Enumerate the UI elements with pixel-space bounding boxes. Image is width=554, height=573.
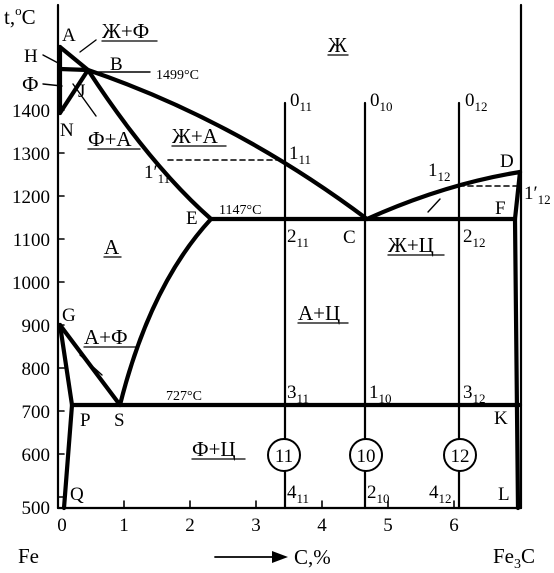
x-axis-left-label: Fe: [18, 544, 39, 568]
point-h: H: [24, 46, 38, 67]
y-tick-label: 700: [22, 402, 51, 423]
x-axis-right-label: Fe3C: [493, 544, 535, 572]
phase-liquid-ferrite: Ж+Ф: [102, 19, 149, 43]
leader-zf: [79, 39, 97, 53]
line-GP: [57, 322, 75, 408]
x-tick-marks: [123, 500, 455, 509]
liquidus-BC: [85, 67, 370, 222]
point-e: E: [186, 208, 198, 229]
alloy-point-0-11: 011: [290, 90, 312, 114]
leader-zc: [427, 198, 441, 213]
phase-ferrite: Ф: [22, 72, 39, 96]
point-s: S: [114, 410, 125, 431]
phase-liquid-austenite: Ж+А: [172, 124, 219, 148]
alloy-point-1-12: 112: [428, 160, 451, 184]
y-tick-label: 1300: [12, 144, 50, 165]
line-NJ: [57, 67, 91, 116]
phase-austenite: А: [104, 235, 120, 259]
point-g: G: [62, 305, 76, 326]
y-tick-label: 600: [22, 445, 51, 466]
alloy-marker-12: 12: [443, 438, 477, 472]
x-tick-label: 3: [251, 515, 261, 536]
line-PQ: [61, 402, 75, 511]
y-tick-label: 1200: [12, 187, 50, 208]
point-d: D: [500, 151, 514, 172]
phase-liquid: Ж: [328, 33, 347, 57]
point-n: N: [60, 120, 74, 141]
leader-h: [42, 54, 61, 65]
x-tick-label: 1: [119, 515, 129, 536]
point-a: A: [62, 25, 76, 46]
x-tick-label: 5: [383, 515, 393, 536]
temp-727: 727°C: [166, 389, 202, 404]
point-b: B: [110, 54, 123, 75]
alloy-point-2-10: 210: [367, 482, 390, 506]
x-tick-label: 2: [185, 515, 195, 536]
solidus-JE: [85, 67, 214, 222]
y-tick-label: 800: [22, 359, 51, 380]
line-FD: [512, 169, 523, 222]
x-tick-label: 4: [317, 515, 327, 536]
peritectic-HB: [57, 66, 91, 73]
phase-austenite-ferrite: А+Ф: [84, 325, 128, 349]
alloy-point-3-12: 312: [463, 382, 486, 406]
point-k: K: [494, 408, 508, 429]
alloy-point-0-10: 010: [370, 90, 393, 114]
leader-f: [42, 83, 63, 87]
svg-text:12: 12: [451, 446, 470, 467]
leader-af: [79, 354, 103, 376]
point-f: F: [495, 198, 506, 219]
x-axis-arrow: [214, 551, 288, 563]
liquidus-CD: [364, 169, 523, 222]
x-tick-label: 6: [449, 515, 459, 536]
x-tick-label: 0: [57, 515, 67, 536]
alloy-point-1-11: 111: [289, 143, 311, 167]
svg-text:10: 10: [357, 446, 376, 467]
point-q: Q: [70, 484, 84, 505]
point-j: J: [78, 81, 85, 102]
point-p: P: [80, 410, 91, 431]
y-tick-label: 1100: [13, 230, 50, 251]
liquidus-AB: [57, 44, 91, 73]
phase-liquid-cementite: Ж+Ц: [388, 233, 434, 257]
point-l: L: [498, 484, 510, 505]
y-axis-title: t,oC: [4, 3, 36, 29]
y-tick-label: 500: [22, 498, 51, 519]
alloy-marker-11: 11: [267, 438, 301, 472]
alloy-point-1-10: 110: [369, 382, 392, 406]
alloy-point-4-11: 411: [287, 482, 309, 506]
phase-ferrite-austenite-top: Ф+А: [88, 127, 132, 151]
line-ES: [117, 216, 214, 408]
y-tick-label: 1400: [12, 101, 50, 122]
temp-1147: 1147°C: [219, 203, 261, 218]
leader-fa: [72, 83, 97, 117]
alloy-point-3-11: 311: [287, 382, 309, 406]
temp-1499: 1499°C: [156, 68, 199, 83]
y-tick-label: 900: [22, 316, 51, 337]
line-FL: [512, 216, 521, 511]
alloy-point-0-12: 012: [465, 90, 488, 114]
phase-austenite-cementite: А+Ц: [298, 301, 340, 325]
alloy-marker-10: 10: [349, 438, 383, 472]
svg-text:11: 11: [275, 446, 293, 467]
alloy-point-4-12: 412: [429, 482, 452, 506]
alloy-point-1prime-12: 1′12: [524, 183, 551, 207]
alloy-point-2-12: 212: [463, 226, 486, 250]
point-c: C: [343, 227, 356, 248]
x-axis-title: C,%: [294, 545, 331, 569]
y-tick-label: 1000: [12, 273, 50, 294]
phase-ferrite-cementite: Ф+Ц: [192, 437, 236, 461]
alloy-point-2-11: 211: [287, 226, 309, 250]
alloy-point-1prime-11: 1′11: [144, 162, 170, 186]
